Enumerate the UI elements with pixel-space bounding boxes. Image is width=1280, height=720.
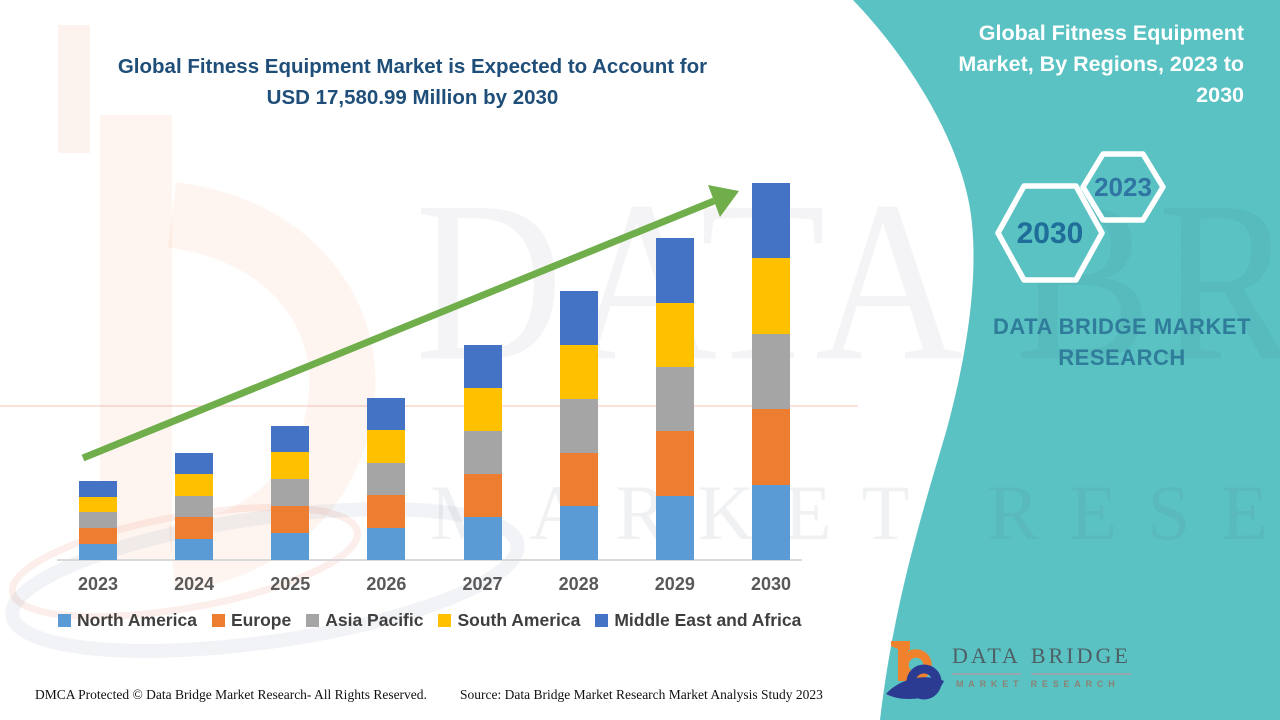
bar-segment-2027-south-america (463, 387, 502, 431)
logo-word-bridge: BRIDGE (1030, 643, 1131, 675)
sidebar-title-line2: Market, By Regions, 2023 to (958, 52, 1244, 76)
bar-segment-2023-middle-east-and-africa (79, 480, 117, 497)
bar-segment-2026-middle-east-and-africa (367, 397, 406, 431)
bar-segment-2030-europe (751, 409, 790, 485)
source-note: Source: Data Bridge Market Research Mark… (460, 687, 823, 702)
sidebar-title: Global Fitness Equipment Market, By Regi… (904, 18, 1244, 111)
bar-segment-2028-europe (559, 452, 598, 507)
legend-item-north-america: North America (58, 610, 197, 631)
sidebar-panel-path (853, 0, 1280, 720)
x-axis-line (57, 559, 802, 561)
chart-title-line1: Global Fitness Equipment Market is Expec… (117, 55, 708, 78)
bar-segment-2026-south-america (367, 430, 406, 463)
x-axis-label-2025: 2025 (270, 574, 311, 594)
bar-segment-2030-south-america (751, 258, 790, 334)
bar-segment-2027-europe (463, 473, 502, 517)
legend-label: North America (77, 610, 197, 630)
legend-label: Middle East and Africa (614, 610, 802, 630)
x-axis-label-2024: 2024 (174, 574, 215, 594)
legend-swatch (438, 614, 452, 627)
bar-segment-2026-europe (367, 495, 406, 528)
sidebar-title-line1: Global Fitness Equipment (978, 21, 1244, 45)
legend-item-middle-east-and-africa: Middle East and Africa (595, 610, 801, 631)
bar-segment-2025-south-america (271, 452, 310, 480)
legend-label: Asia Pacific (325, 610, 424, 630)
bar-segment-2029-middle-east-and-africa (655, 238, 694, 303)
legend-swatch (306, 614, 320, 627)
x-axis-label-2029: 2029 (654, 574, 695, 594)
bar-segment-2029-north-america (655, 495, 694, 560)
dmca-notice: DMCA Protected © Data Bridge Market Rese… (35, 687, 427, 702)
bar-segment-2025-europe (271, 506, 310, 534)
logo-word-data: DATA (952, 643, 1021, 675)
legend-swatch (211, 614, 225, 627)
data-bridge-logo-text: DATA BRIDGE (952, 643, 1131, 675)
data-bridge-logo-tagline: MARKET RESEARCH (956, 679, 1120, 689)
bar-segment-2025-middle-east-and-africa (271, 425, 310, 453)
legend-swatch (58, 614, 71, 627)
chart-legend: North America Europe Asia Pacific South Ame… (58, 610, 801, 631)
x-axis-label-2030: 2030 (750, 574, 791, 594)
chart-title: Global Fitness Equipment Market is Expec… (40, 51, 785, 113)
bar-segment-2025-asia-pacific (271, 479, 310, 507)
bar-segment-2029-south-america (655, 302, 694, 367)
bar-segment-2023-asia-pacific (79, 512, 117, 529)
logo-d-ring (906, 664, 942, 700)
bar-segment-2026-north-america (367, 527, 406, 560)
bar-segment-2030-north-america (751, 484, 790, 560)
legend-label: South America (457, 610, 581, 630)
legend-item-asia-pacific: Asia Pacific (306, 610, 423, 631)
bar-segment-2027-asia-pacific (463, 430, 502, 474)
bar-segment-2027-middle-east-and-africa (463, 344, 502, 388)
x-axis-label-2023: 2023 (77, 574, 119, 594)
sidebar-brand-line2: RESEARCH (1058, 345, 1186, 370)
x-axis-label-2026: 2026 (366, 574, 407, 594)
x-axis-label-2028: 2028 (558, 574, 599, 594)
bar-segment-2024-europe (175, 517, 214, 539)
bar-segment-2023-south-america (79, 496, 117, 513)
bar-segment-2030-asia-pacific (751, 333, 790, 410)
bar-segment-2025-north-america (271, 533, 310, 560)
bar-segment-2028-middle-east-and-africa (559, 291, 598, 346)
chart-title-line2: USD 17,580.99 Million by 2030 (266, 86, 559, 109)
bar-segment-2028-south-america (559, 345, 598, 399)
bar-segment-2024-north-america (175, 538, 214, 560)
sidebar-brand-text: DATA BRIDGE MARKET RESEARCH (987, 311, 1257, 373)
x-axis-label-2027: 2027 (462, 574, 503, 594)
sidebar-title-line3: 2030 (1196, 83, 1244, 107)
legend-item-south-america: South America (438, 610, 580, 631)
sidebar-brand-line1: DATA BRIDGE MARKET (993, 314, 1251, 339)
bar-segment-2023-europe (79, 528, 117, 545)
data-bridge-logo-mark (886, 641, 944, 700)
legend-label: Europe (230, 610, 292, 630)
bar-segment-2024-asia-pacific (175, 495, 214, 518)
bar-segment-2028-north-america (559, 506, 598, 560)
legend-item-europe: Europe (211, 610, 292, 631)
legend-swatch (595, 614, 609, 627)
bar-segment-2026-asia-pacific (367, 462, 406, 496)
bar-segment-2028-asia-pacific (559, 398, 598, 453)
bar-segment-2030-middle-east-and-africa (751, 183, 790, 259)
bar-segment-2029-europe (655, 431, 694, 496)
bar-segment-2024-middle-east-and-africa (175, 452, 214, 475)
bar-segment-2023-north-america (79, 544, 117, 560)
bar-segment-2024-south-america (175, 474, 214, 496)
bar-segment-2027-north-america (463, 516, 502, 560)
bar-segment-2029-asia-pacific (655, 367, 694, 432)
